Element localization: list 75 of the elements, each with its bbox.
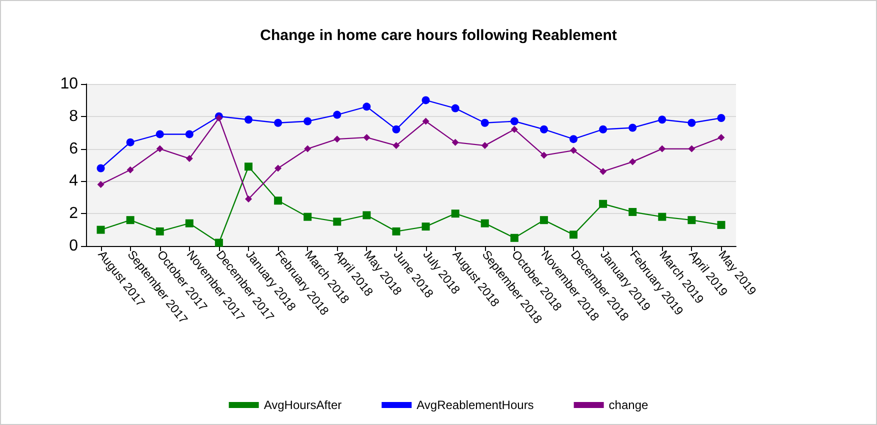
point [96,164,105,172]
point [628,124,637,132]
point [185,219,194,228]
point [274,118,282,127]
point [362,211,371,220]
point [186,155,193,162]
point [540,152,548,159]
y-tick-label: 0 [69,238,78,254]
point [156,130,164,138]
point [599,200,608,208]
point [126,138,134,146]
point [392,227,400,236]
point [717,220,726,229]
point [629,158,636,166]
point [658,145,666,152]
point [510,126,518,133]
point [274,196,282,205]
point [304,212,312,221]
point [510,117,518,126]
point [422,222,430,231]
point [185,130,194,138]
point [452,138,459,146]
point [688,118,696,127]
point [570,135,578,144]
y-tick-label: 2 [69,205,78,222]
point [274,164,282,172]
y-tick-label: 4 [69,172,78,190]
point [451,104,460,112]
chart-title: Change in home care hours following Reablement [260,27,617,44]
y-tick-label: 10 [60,76,78,92]
point [540,216,548,224]
point [540,125,548,134]
point [600,168,607,175]
point [658,116,666,124]
point [422,118,430,125]
point [658,212,666,221]
y-tick-label: 8 [69,108,78,125]
point [245,196,252,203]
point [304,145,312,152]
point [97,180,104,188]
point [96,226,105,234]
legend-label: AvgHoursAfter [264,398,342,412]
point [126,216,134,224]
point [215,114,222,122]
point [570,146,577,154]
point [214,238,223,247]
point [718,134,725,141]
point [570,230,578,239]
point [688,216,696,224]
point [333,110,342,119]
point [480,118,489,127]
point [451,210,460,218]
point [333,218,342,226]
point [363,134,370,141]
point [156,145,164,152]
point [481,142,488,150]
point [244,162,252,171]
point [156,227,164,236]
point [362,102,371,111]
point [126,166,134,174]
point [510,234,518,242]
point [422,96,430,104]
legend-label: AvgReablementHours [416,398,534,412]
point [334,136,341,143]
point [480,219,489,228]
point [392,142,400,150]
point [392,125,400,134]
legend-label: change [608,398,649,412]
point [717,114,726,122]
y-tick-label: 6 [69,140,78,158]
point [688,145,696,152]
point [304,117,312,126]
point [628,208,637,216]
point [244,116,252,124]
point [599,125,608,134]
